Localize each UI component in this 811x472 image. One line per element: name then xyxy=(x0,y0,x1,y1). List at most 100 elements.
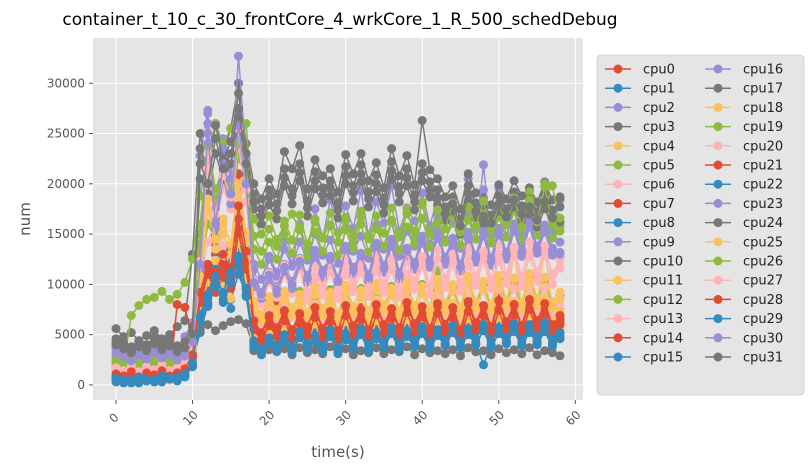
data-point xyxy=(157,345,167,355)
legend-marker xyxy=(713,102,723,112)
legend-item-cpu5: cpu5 xyxy=(605,159,675,174)
legend-item-cpu30: cpu30 xyxy=(705,331,783,346)
data-point xyxy=(463,271,473,281)
data-point xyxy=(547,334,557,344)
data-point xyxy=(241,159,251,169)
data-point xyxy=(402,298,412,307)
legend-item-cpu16: cpu16 xyxy=(705,63,783,78)
legend-item-cpu25: cpu25 xyxy=(705,235,783,250)
x-axis-label: time(s) xyxy=(311,443,364,461)
data-point xyxy=(364,340,374,350)
data-point xyxy=(501,232,511,242)
data-point xyxy=(341,244,351,254)
data-point xyxy=(555,294,565,304)
data-point xyxy=(172,372,182,382)
data-point xyxy=(341,301,351,310)
data-point xyxy=(494,323,504,333)
data-point xyxy=(524,343,534,353)
data-point xyxy=(256,274,266,284)
data-point xyxy=(264,237,274,247)
data-point xyxy=(471,253,481,263)
legend-marker xyxy=(713,314,723,324)
data-point xyxy=(379,228,389,238)
data-point xyxy=(440,255,450,265)
data-point xyxy=(134,359,144,369)
legend-marker xyxy=(613,294,623,304)
data-point xyxy=(241,246,251,256)
data-point xyxy=(348,188,358,198)
data-point xyxy=(310,262,320,272)
data-point xyxy=(287,325,297,335)
data-point xyxy=(425,305,435,314)
data-point xyxy=(211,234,220,244)
data-point xyxy=(387,323,397,333)
data-point xyxy=(410,328,420,338)
data-point xyxy=(272,340,282,350)
data-point xyxy=(440,224,450,234)
data-point xyxy=(402,173,412,183)
data-point xyxy=(126,367,136,377)
data-point xyxy=(188,329,197,339)
data-point xyxy=(348,265,358,275)
data-point xyxy=(325,235,335,245)
data-point xyxy=(295,159,305,169)
data-point xyxy=(463,230,473,240)
data-point xyxy=(134,301,144,310)
legend-item-cpu14: cpu14 xyxy=(605,331,683,346)
data-point xyxy=(517,305,527,314)
data-point xyxy=(287,261,297,271)
y-axis-label: num xyxy=(16,202,34,236)
data-point xyxy=(371,211,381,221)
data-point xyxy=(364,307,374,316)
data-point xyxy=(142,294,152,304)
data-point xyxy=(241,257,251,267)
data-point xyxy=(448,303,458,312)
legend-marker xyxy=(713,218,723,228)
data-point xyxy=(218,249,228,259)
data-point xyxy=(203,149,213,159)
legend-marker xyxy=(613,64,623,74)
data-point xyxy=(180,277,190,287)
data-point xyxy=(494,180,504,190)
data-point xyxy=(310,282,320,292)
data-point xyxy=(501,317,511,327)
data-point xyxy=(272,254,282,264)
data-point xyxy=(341,212,351,222)
data-point xyxy=(302,322,312,332)
data-point xyxy=(448,321,458,331)
data-point xyxy=(211,121,220,130)
data-point xyxy=(325,307,335,316)
data-point xyxy=(318,190,328,200)
data-point xyxy=(256,289,266,299)
data-point xyxy=(463,169,473,179)
data-point xyxy=(264,185,274,195)
data-point xyxy=(180,343,190,353)
data-point xyxy=(302,331,312,341)
legend-marker xyxy=(713,83,723,93)
data-point xyxy=(364,282,374,292)
x-tick-label: 0 xyxy=(106,410,121,425)
data-point xyxy=(456,325,465,335)
data-point xyxy=(547,348,557,358)
data-point xyxy=(310,204,320,214)
data-point xyxy=(318,341,328,351)
data-point xyxy=(195,129,205,138)
data-point xyxy=(234,51,243,61)
data-point xyxy=(279,147,289,157)
data-point xyxy=(142,374,152,384)
data-point xyxy=(494,344,504,354)
data-point xyxy=(272,312,282,321)
legend-item-cpu26: cpu26 xyxy=(705,255,783,270)
data-point xyxy=(287,342,297,352)
data-point xyxy=(524,218,534,228)
data-point xyxy=(218,164,228,174)
data-point xyxy=(433,299,442,308)
data-point xyxy=(555,226,565,236)
data-point xyxy=(142,331,152,341)
data-point xyxy=(517,201,527,211)
data-point xyxy=(348,330,358,340)
data-point xyxy=(341,201,351,211)
data-point xyxy=(456,303,465,312)
data-point xyxy=(479,320,488,330)
legend-marker xyxy=(613,333,623,343)
